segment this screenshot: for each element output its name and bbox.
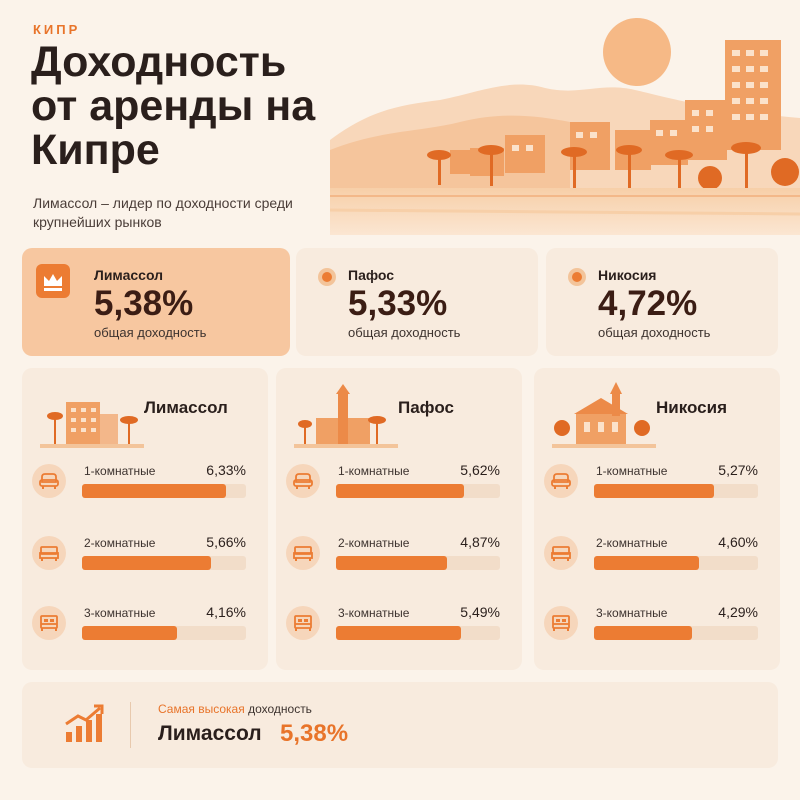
footer-caption-highlight: Самая высокая — [158, 702, 245, 716]
bar — [594, 484, 714, 498]
bed-icon — [32, 606, 66, 640]
summary-city: Лимассол — [94, 267, 164, 283]
series-name: Пафос — [398, 398, 454, 417]
bar — [336, 484, 464, 498]
bar — [594, 556, 699, 570]
summary-value: 5,33% — [348, 284, 448, 323]
bar — [594, 626, 692, 640]
bar-track — [594, 484, 758, 498]
chart-panel-nicosia: Никосия 1-комнатные 5,27% 2-комнатные 4,60% 3… — [534, 368, 780, 670]
summary-label: общая доходность — [348, 325, 461, 340]
bed-icon — [286, 606, 320, 640]
data-label: 5,66% — [206, 534, 246, 550]
paphos-illustration — [290, 380, 400, 452]
nicosia-illustration — [548, 380, 658, 452]
bar-track — [82, 556, 246, 570]
chart-growth-icon — [65, 704, 104, 742]
limassol-illustration — [36, 380, 146, 452]
bar-row: 3-комнатные 4,16% — [22, 604, 268, 654]
bar-track — [336, 626, 500, 640]
kicker-label: КИПР — [33, 22, 81, 37]
footer-caption: Самая высокая доходность — [158, 702, 312, 716]
category-label: 3-комнатные — [338, 606, 410, 620]
footer-caption-rest: доходность — [244, 702, 312, 716]
page-subtitle: Лимассол – лидер по доходности среди кру… — [33, 195, 293, 230]
bar-track — [336, 556, 500, 570]
category-label: 3-комнатные — [84, 606, 156, 620]
bar-track — [594, 556, 758, 570]
footer-divider — [130, 702, 131, 748]
data-label: 5,27% — [718, 462, 758, 478]
category-label: 3-комнатные — [596, 606, 668, 620]
coastal-city-illustration — [330, 18, 800, 235]
bar-track — [82, 484, 246, 498]
summary-label: общая доходность — [598, 325, 711, 340]
bar-row: 2-комнатные 5,66% — [22, 534, 268, 584]
armchair-icon — [32, 464, 66, 498]
bar-row: 3-комнатные 4,29% — [534, 604, 780, 654]
summary-city: Пафос — [348, 267, 395, 283]
summary-value: 4,72% — [598, 284, 698, 323]
bar-track — [594, 626, 758, 640]
sofa-icon — [544, 536, 578, 570]
bar-row: 3-комнатные 5,49% — [276, 604, 522, 654]
category-label: 1-комнатные — [596, 464, 668, 478]
bar-track — [336, 484, 500, 498]
armchair-icon — [544, 464, 578, 498]
category-label: 1-комнатные — [338, 464, 410, 478]
bar-track — [82, 626, 246, 640]
series-name: Никосия — [656, 398, 727, 417]
category-label: 2-комнатные — [338, 536, 410, 550]
data-label: 4,16% — [206, 604, 246, 620]
data-label: 4,87% — [460, 534, 500, 550]
bar-row: 2-комнатные 4,60% — [534, 534, 780, 584]
bar-row: 1-комнатные 5,27% — [534, 462, 780, 512]
bar — [336, 626, 461, 640]
bar — [82, 556, 211, 570]
chart-panel-limassol: Лимассол 1-комнатные 6,33% 2-комнатные 5,66%… — [22, 368, 268, 670]
category-label: 2-комнатные — [84, 536, 156, 550]
data-label: 5,62% — [460, 462, 500, 478]
bar-row: 1-комнатные 5,62% — [276, 462, 522, 512]
bed-icon — [544, 606, 578, 640]
sofa-icon — [32, 536, 66, 570]
data-label: 4,60% — [718, 534, 758, 550]
dot-icon — [318, 268, 336, 286]
data-label: 6,33% — [206, 462, 246, 478]
bar — [82, 626, 177, 640]
crown-icon — [36, 264, 70, 298]
series-name: Лимассол — [144, 398, 228, 417]
armchair-icon — [286, 464, 320, 498]
footer-value: 5,38% — [280, 720, 349, 747]
summary-card-limassol: Лимассол 5,38% общая доходность — [22, 248, 290, 356]
chart-panel-paphos: Пафос 1-комнатные 5,62% 2-комнатные 4,87% 3-к… — [276, 368, 522, 670]
footer-city: Лимассол — [158, 722, 262, 745]
bar-row: 2-комнатные 4,87% — [276, 534, 522, 584]
page-title: Доходность от аренды на Кипре — [31, 38, 316, 174]
category-label: 1-комнатные — [84, 464, 156, 478]
summary-city: Никосия — [598, 267, 657, 283]
bar — [336, 556, 447, 570]
data-label: 5,49% — [460, 604, 500, 620]
category-label: 2-комнатные — [596, 536, 668, 550]
summary-card-paphos: Пафос 5,33% общая доходность — [296, 248, 538, 356]
data-label: 4,29% — [718, 604, 758, 620]
footer-highlight: Самая высокая доходность Лимассол 5,38% — [22, 682, 778, 768]
dot-icon — [568, 268, 586, 286]
sofa-icon — [286, 536, 320, 570]
summary-label: общая доходность — [94, 325, 207, 340]
bar-row: 1-комнатные 6,33% — [22, 462, 268, 512]
summary-value: 5,38% — [94, 284, 194, 323]
summary-card-nicosia: Никосия 4,72% общая доходность — [546, 248, 778, 356]
bar — [82, 484, 226, 498]
